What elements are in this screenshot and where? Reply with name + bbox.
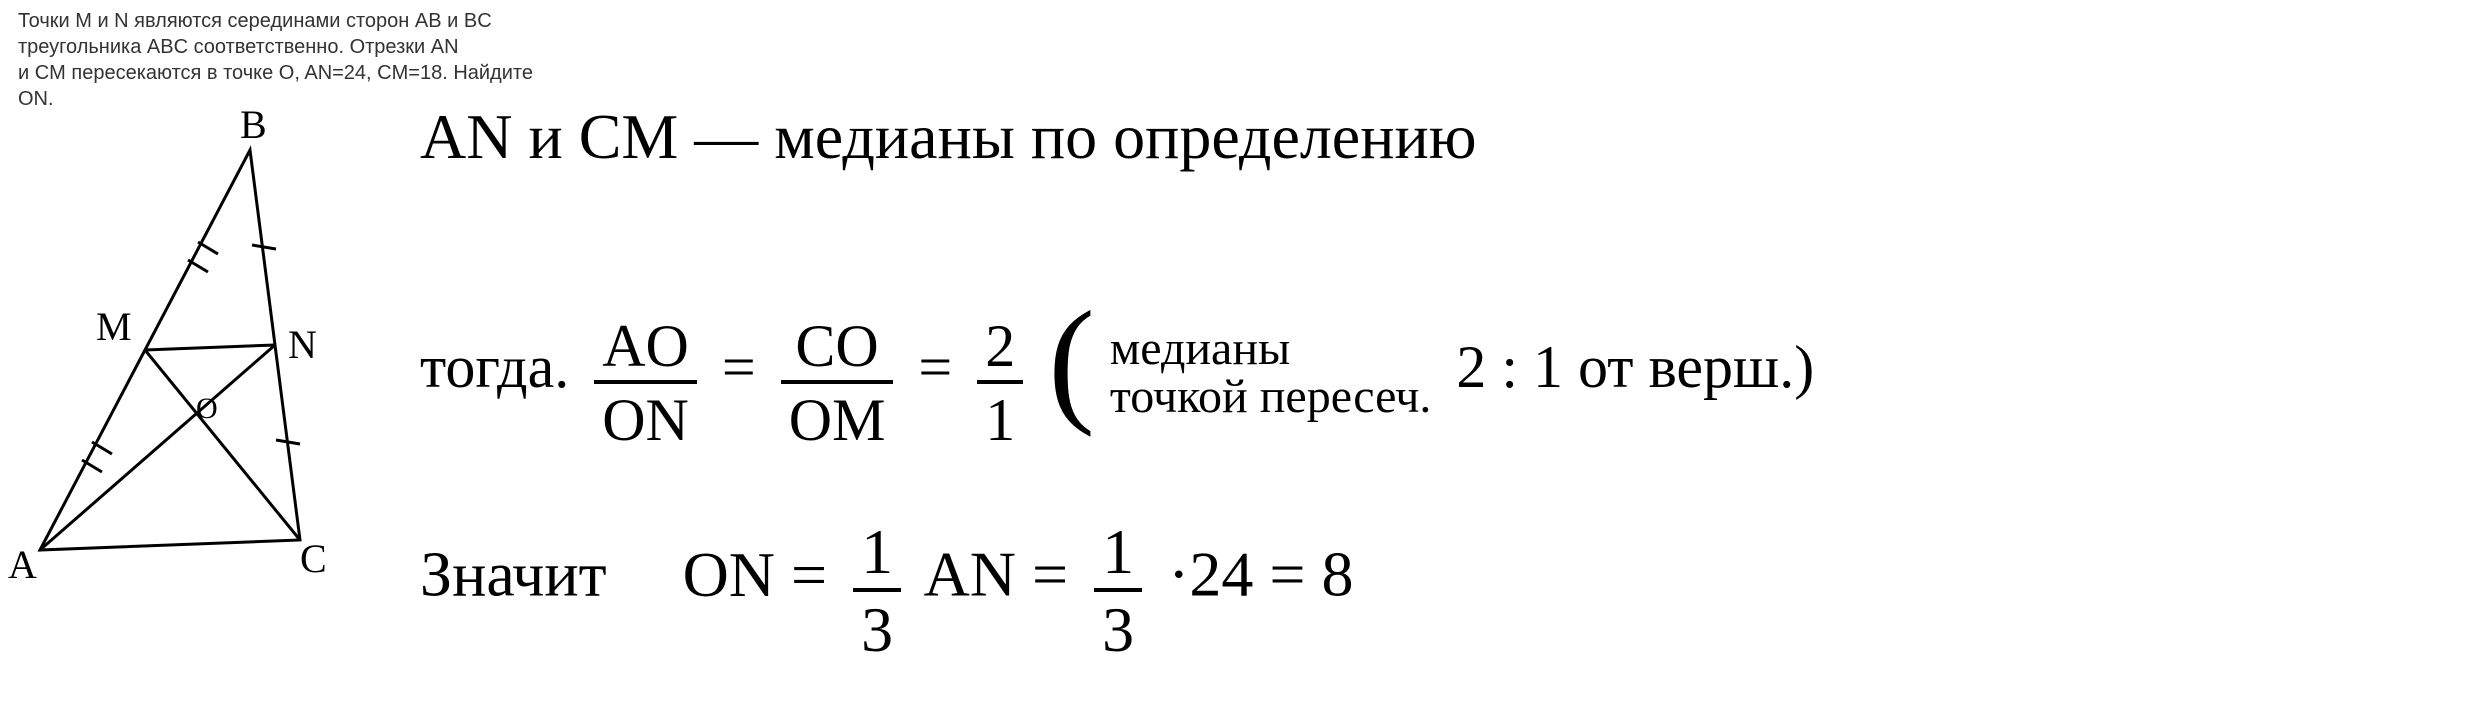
frac-ao-on: AO ON bbox=[594, 316, 697, 450]
problem-line: треугольника ABC соответственно. Отрезки… bbox=[18, 34, 538, 60]
paren-open: ( bbox=[1048, 283, 1095, 438]
hw-word: тогда. bbox=[420, 334, 569, 400]
eq-sign: = bbox=[722, 334, 756, 400]
frac-1-3b: 1 3 bbox=[1094, 520, 1142, 662]
label-C: C bbox=[300, 536, 327, 580]
hw-line-2: тогда. AO ON = CO OM = 2 1 ( медианы точ… bbox=[420, 260, 1814, 440]
frac-co-om: CO OM bbox=[781, 316, 894, 450]
eq-sign: = bbox=[918, 334, 952, 400]
label-O: O bbox=[196, 392, 218, 425]
frac-2-1: 2 1 bbox=[977, 316, 1023, 450]
hw-on: ON = bbox=[683, 539, 828, 610]
triangle-diagram: A B C M N O bbox=[0, 60, 360, 580]
frac-1-3a: 1 3 bbox=[853, 520, 901, 662]
hw-an: AN = bbox=[924, 539, 1069, 610]
label-A: A bbox=[8, 542, 37, 580]
hw-line-1: AN и CM — медианы по определению bbox=[420, 100, 1477, 174]
label-N: N bbox=[288, 322, 317, 367]
paren-stack: медианы точкой пересеч. bbox=[1110, 325, 1431, 421]
problem-line: Точки M и N являются серединами сторон A… bbox=[18, 8, 538, 34]
hw-result: ·24 = 8 bbox=[1168, 539, 1353, 610]
paren-rest: 2 : 1 от верш.) bbox=[1456, 334, 1814, 400]
hw-word: Значит bbox=[420, 539, 607, 610]
label-M: M bbox=[96, 304, 132, 349]
label-B: B bbox=[240, 102, 267, 147]
hw-line-3: Значит ON = 1 3 AN = 1 3 ·24 = 8 bbox=[420, 510, 1354, 652]
